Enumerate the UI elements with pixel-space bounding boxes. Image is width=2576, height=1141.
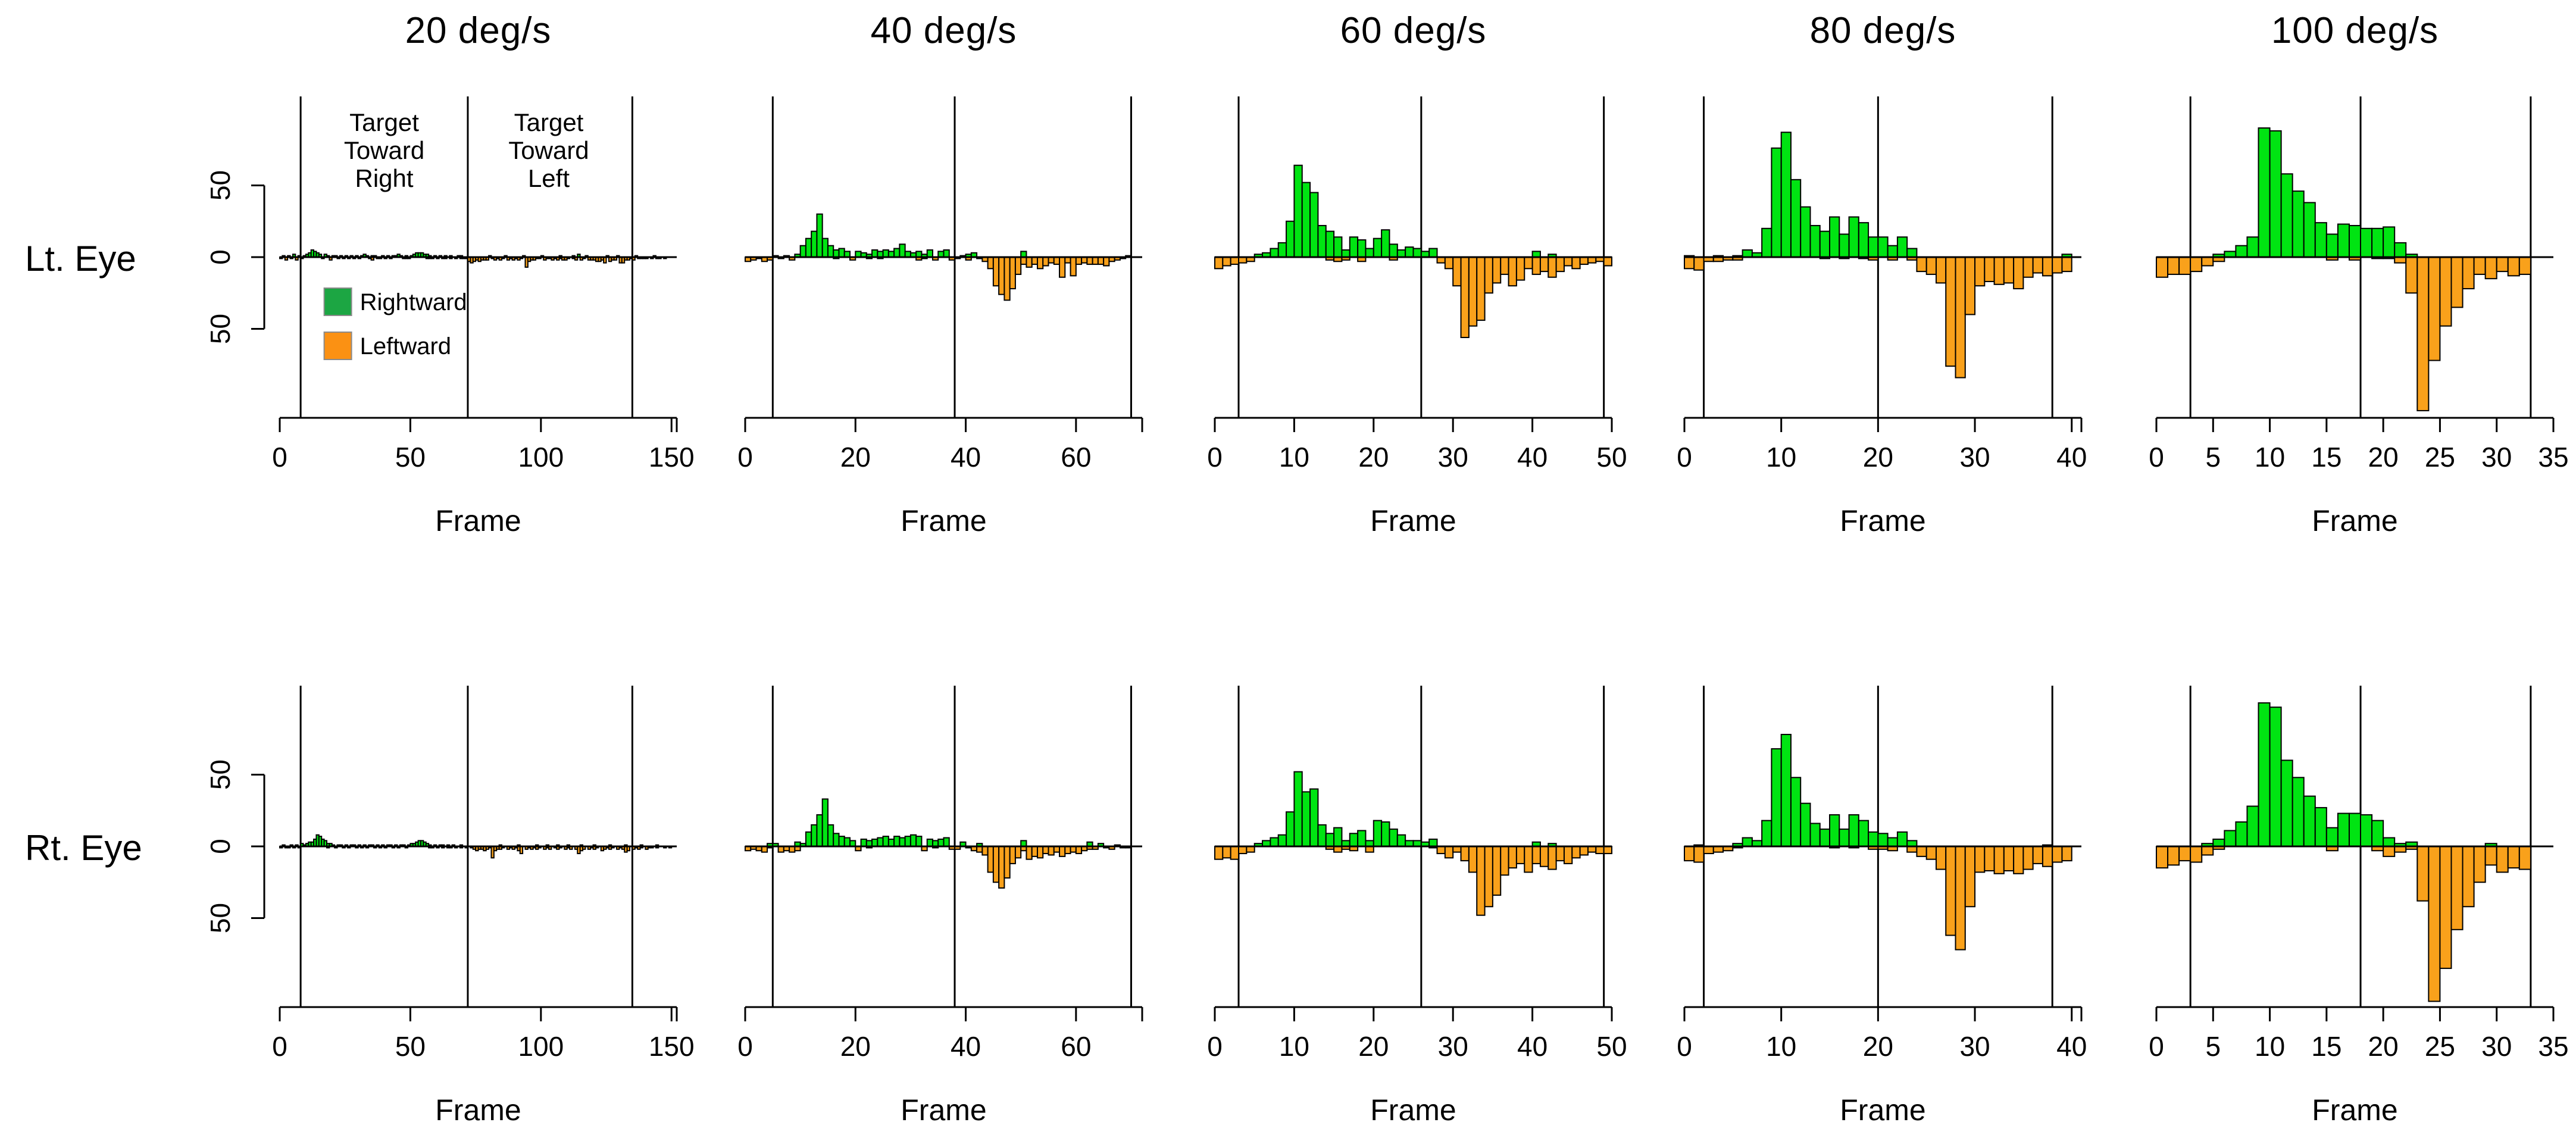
svg-text:0: 0 [2149,1031,2164,1062]
svg-text:100: 100 [518,1031,564,1062]
svg-text:60: 60 [1061,442,1091,473]
svg-text:0: 0 [272,1031,287,1062]
svg-text:20: 20 [1863,442,1893,473]
svg-text:10: 10 [2255,1031,2285,1062]
svg-text:0: 0 [1207,1031,1223,1062]
svg-text:30: 30 [2481,1031,2512,1062]
row-label-left-eye: Lt. Eye [25,239,136,279]
svg-text:30: 30 [2481,442,2512,473]
svg-text:Rightward: Rightward [360,289,467,315]
subplot-lt-eye-20degs: 0 50 100 150Frame50050TargetTowardRightTarg… [205,96,695,537]
svg-text:5: 5 [2205,442,2221,473]
svg-text:Frame: Frame [1840,504,1925,537]
col-title-100degs: 100 deg/s [2271,10,2439,51]
svg-text:20: 20 [1863,1031,1893,1062]
svg-text:5: 5 [2205,1031,2221,1062]
svg-text:40: 40 [2056,1031,2087,1062]
svg-text:50: 50 [205,314,236,344]
col-title-80degs: 80 deg/s [1809,10,1956,51]
svg-text:50: 50 [395,442,426,473]
col-title-40degs: 40 deg/s [870,10,1017,51]
svg-text:100: 100 [518,442,564,473]
svg-text:40: 40 [951,442,981,473]
subplot-rt-eye-20degs: 0 50 100 150 Frame 50 0 50 [205,686,695,1127]
svg-text:150: 150 [649,1031,695,1062]
svg-text:50: 50 [205,759,236,790]
svg-text:0: 0 [1207,442,1223,473]
svg-text:Frame: Frame [2312,1093,2397,1127]
svg-text:0: 0 [205,839,236,854]
svg-text:40: 40 [2056,442,2087,473]
svg-text:Frame: Frame [1370,1093,1456,1127]
subplot-lt-eye-80degs: 0 10 20 30 40 Frame [1677,96,2087,537]
svg-text:15: 15 [2311,1031,2341,1062]
svg-text:10: 10 [2255,442,2285,473]
svg-text:Right: Right [355,164,413,192]
col-title-60degs: 60 deg/s [1340,10,1487,51]
svg-text:150: 150 [649,442,695,473]
col-title-20degs: 20 deg/s [405,10,552,51]
svg-text:Frame: Frame [435,1093,521,1127]
svg-text:Left: Left [528,164,570,192]
svg-text:10: 10 [1279,1031,1309,1062]
svg-text:Frame: Frame [1840,1093,1925,1127]
svg-text:60: 60 [1061,1031,1091,1062]
subplot-rt-eye-80degs: 0 10 20 30 40 Frame [1677,686,2087,1127]
svg-text:10: 10 [1766,1031,1796,1062]
svg-text:40: 40 [1517,442,1548,473]
svg-text:0: 0 [2149,442,2164,473]
svg-text:20: 20 [1358,1031,1389,1062]
subplot-rt-eye-100degs: 0 5 10 15 20 25 30 35 Frame [2149,686,2569,1127]
svg-text:30: 30 [1959,442,1990,473]
svg-text:Target: Target [514,108,584,136]
svg-text:Toward: Toward [508,136,589,164]
svg-text:30: 30 [1959,1031,1990,1062]
svg-text:20: 20 [1358,442,1389,473]
svg-text:Frame: Frame [435,504,521,537]
svg-text:0: 0 [205,249,236,265]
svg-text:10: 10 [1279,442,1309,473]
svg-text:Leftward: Leftward [360,333,451,360]
svg-text:20: 20 [2368,1031,2399,1062]
svg-text:Frame: Frame [901,504,986,537]
svg-text:35: 35 [2538,442,2568,473]
svg-text:0: 0 [737,1031,753,1062]
svg-text:Frame: Frame [1370,504,1456,537]
svg-text:50: 50 [395,1031,426,1062]
subplot-rt-eye-40degs: 0 20 40 60 Frame [737,686,1143,1127]
svg-text:0: 0 [1677,442,1692,473]
svg-text:0: 0 [1677,1031,1692,1062]
svg-text:25: 25 [2425,442,2455,473]
svg-text:50: 50 [1596,1031,1627,1062]
svg-text:Toward: Toward [344,136,424,164]
subplot-lt-eye-40degs: 0 20 40 60 Frame [737,96,1143,537]
svg-text:Target: Target [349,108,419,136]
svg-text:30: 30 [1438,1031,1468,1062]
svg-text:15: 15 [2311,442,2341,473]
svg-text:10: 10 [1766,442,1796,473]
svg-text:35: 35 [2538,1031,2568,1062]
svg-text:40: 40 [1517,1031,1548,1062]
svg-text:40: 40 [951,1031,981,1062]
svg-text:25: 25 [2425,1031,2455,1062]
svg-text:20: 20 [840,442,871,473]
svg-text:0: 0 [737,442,753,473]
svg-text:20: 20 [840,1031,871,1062]
svg-text:50: 50 [205,903,236,933]
svg-text:50: 50 [1596,442,1627,473]
svg-text:0: 0 [272,442,287,473]
svg-text:50: 50 [205,170,236,201]
svg-text:20: 20 [2368,442,2399,473]
subplot-lt-eye-60degs: 0 10 20 30 40 50 Frame [1207,96,1627,537]
subplot-lt-eye-100degs: 0 5 10 15 20 25 30 35 Frame [2149,96,2569,537]
svg-text:Frame: Frame [901,1093,986,1127]
subplot-rt-eye-60degs: 0 10 20 30 40 50 Frame [1207,686,1627,1127]
row-label-right-eye: Rt. Eye [25,828,142,868]
svg-text:Frame: Frame [2312,504,2397,537]
svg-text:30: 30 [1438,442,1468,473]
